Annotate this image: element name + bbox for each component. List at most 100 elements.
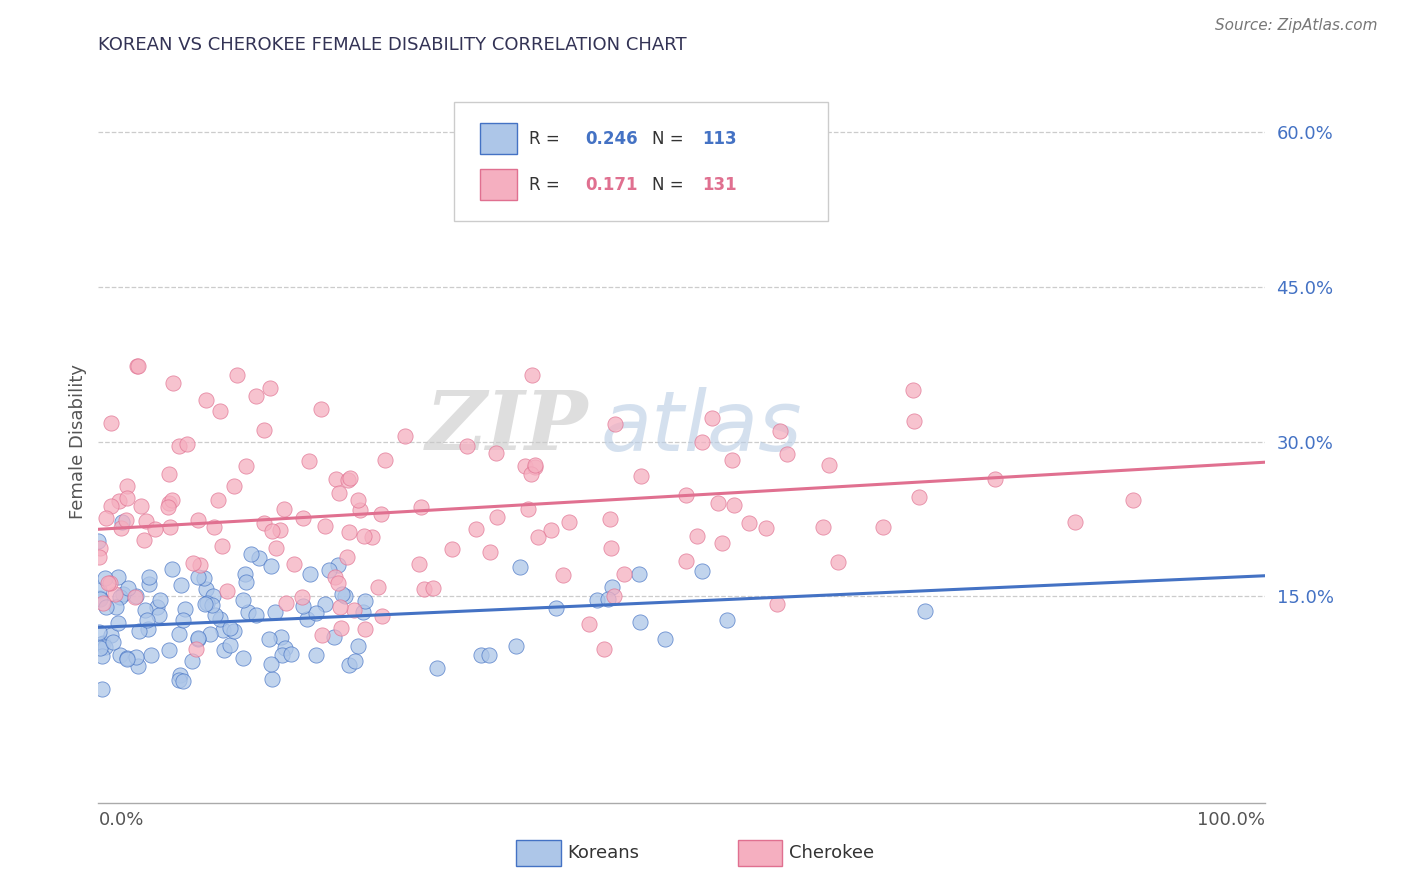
- Point: [298, 454, 321, 468]
- Point: [817, 458, 839, 472]
- Point: [755, 521, 778, 535]
- Point: [129, 499, 152, 513]
- Point: [111, 587, 134, 601]
- Point: [585, 592, 607, 607]
- Point: [599, 512, 621, 526]
- Point: [107, 615, 129, 630]
- Point: [692, 564, 714, 578]
- Point: [236, 606, 259, 620]
- Point: [305, 606, 328, 620]
- Point: [135, 514, 157, 528]
- Point: [187, 631, 209, 645]
- Point: [94, 640, 117, 655]
- Point: [245, 608, 267, 623]
- Point: [464, 522, 486, 536]
- Point: [523, 460, 546, 475]
- Point: [145, 522, 167, 536]
- Y-axis label: Female Disability: Female Disability: [69, 364, 87, 519]
- Point: [162, 376, 184, 390]
- Point: [257, 632, 280, 647]
- Point: [235, 458, 257, 473]
- Text: 100.0%: 100.0%: [1198, 811, 1265, 829]
- Point: [187, 513, 209, 527]
- Point: [125, 649, 148, 664]
- Point: [337, 524, 360, 539]
- Point: [212, 642, 235, 657]
- Point: [776, 447, 799, 461]
- Point: [115, 491, 138, 506]
- Point: [188, 558, 211, 572]
- Point: [299, 567, 322, 582]
- Point: [309, 402, 332, 417]
- Point: [100, 500, 122, 514]
- Point: [352, 605, 374, 619]
- Point: [354, 623, 377, 637]
- Point: [176, 437, 198, 451]
- Text: 113: 113: [702, 129, 737, 147]
- Point: [367, 580, 389, 594]
- Point: [136, 622, 159, 636]
- Point: [628, 615, 651, 629]
- Point: [520, 467, 543, 481]
- Point: [517, 502, 540, 516]
- Point: [485, 509, 508, 524]
- Point: [157, 643, 180, 657]
- Point: [603, 590, 626, 604]
- Point: [105, 600, 128, 615]
- Text: Cherokee: Cherokee: [789, 845, 875, 863]
- Point: [339, 658, 361, 673]
- Point: [108, 648, 131, 662]
- Point: [675, 554, 697, 568]
- Point: [283, 558, 305, 572]
- Point: [914, 604, 936, 618]
- Point: [89, 641, 111, 656]
- Point: [138, 577, 160, 591]
- Point: [266, 541, 288, 555]
- Point: [1064, 516, 1087, 530]
- FancyBboxPatch shape: [479, 123, 517, 154]
- Point: [162, 492, 184, 507]
- Point: [97, 576, 120, 591]
- Point: [422, 581, 444, 595]
- Point: [219, 622, 242, 636]
- Point: [558, 515, 581, 529]
- Point: [204, 608, 226, 623]
- Point: [173, 673, 195, 688]
- Point: [215, 583, 238, 598]
- Point: [239, 547, 262, 561]
- Point: [235, 574, 257, 589]
- Point: [127, 359, 149, 373]
- Text: N =: N =: [651, 176, 689, 194]
- Point: [222, 624, 245, 639]
- Point: [544, 601, 567, 615]
- Point: [354, 594, 377, 608]
- Point: [184, 642, 207, 657]
- Point: [276, 596, 298, 610]
- Point: [723, 498, 745, 512]
- Point: [347, 492, 370, 507]
- Point: [605, 417, 627, 431]
- Point: [690, 435, 713, 450]
- Point: [87, 550, 110, 565]
- Point: [98, 576, 121, 591]
- Point: [224, 479, 246, 493]
- Point: [600, 580, 623, 594]
- Point: [441, 542, 464, 557]
- Point: [128, 624, 150, 638]
- Point: [343, 654, 366, 668]
- Point: [202, 520, 225, 534]
- Point: [127, 359, 149, 373]
- Point: [141, 648, 163, 663]
- Point: [413, 582, 436, 596]
- Point: [160, 562, 183, 576]
- Point: [470, 648, 492, 662]
- Point: [159, 519, 181, 533]
- FancyBboxPatch shape: [738, 840, 782, 866]
- Point: [330, 621, 353, 635]
- Point: [232, 592, 254, 607]
- Point: [370, 508, 392, 522]
- Point: [226, 368, 249, 382]
- Point: [197, 596, 219, 610]
- Point: [90, 637, 112, 651]
- Point: [330, 587, 353, 601]
